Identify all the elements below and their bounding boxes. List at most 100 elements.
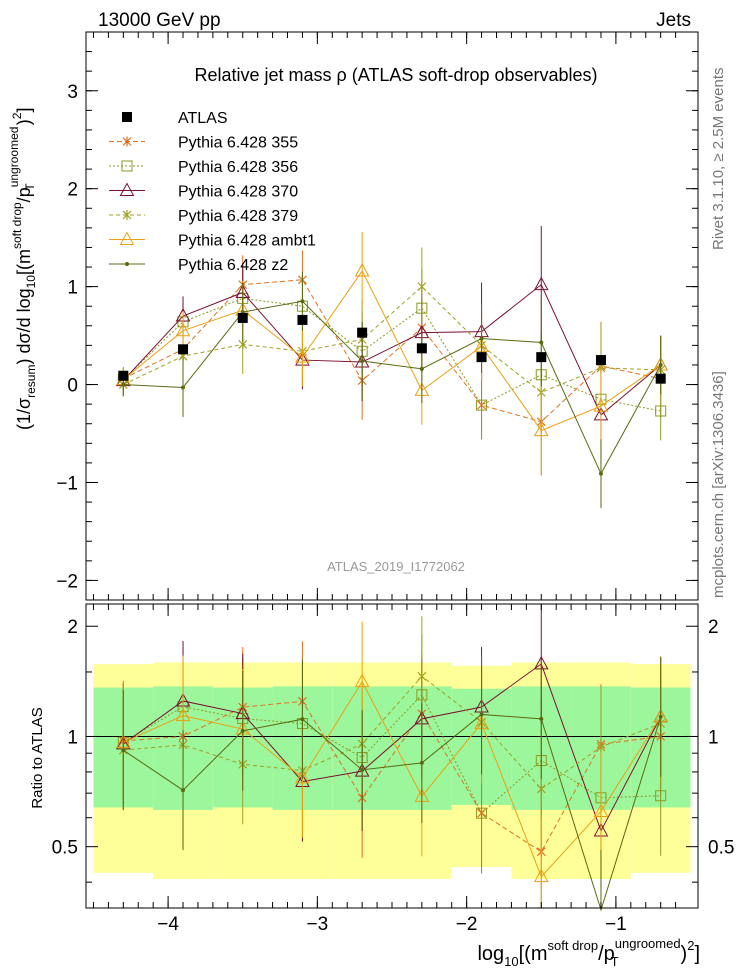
ratio-point xyxy=(479,712,484,717)
ratio-line xyxy=(123,713,662,912)
legend-item: Pythia 6.428 355 xyxy=(109,135,298,152)
series-point xyxy=(181,385,186,390)
data-point xyxy=(476,352,487,363)
series-point xyxy=(533,422,549,437)
y-tick-label: 2 xyxy=(67,180,78,201)
series-point xyxy=(658,362,663,367)
x-tick-label: −4 xyxy=(157,914,179,935)
ratio-line xyxy=(123,680,662,878)
ratio-point xyxy=(539,716,544,721)
series-point xyxy=(419,366,424,371)
ratio-point xyxy=(181,788,186,793)
legend-marker xyxy=(119,231,135,245)
ratio-tick-label: 1 xyxy=(67,727,78,748)
data-point xyxy=(655,373,666,384)
ratio-ylabel: Ratio to ATLAS xyxy=(29,707,46,808)
header-left: 13000 GeV pp xyxy=(98,10,221,31)
series-p355 xyxy=(118,250,666,476)
ratio-point xyxy=(658,714,663,719)
main-panel: Relative jet mass ρ (ATLAS soft-drop obs… xyxy=(56,31,699,601)
legend-marker xyxy=(122,136,132,147)
legend-item: Pythia 6.428 370 xyxy=(109,182,298,201)
data-point xyxy=(118,370,129,381)
series-point xyxy=(655,405,667,417)
ratio-point xyxy=(360,767,365,772)
x-axis-label: log10[(msoft drop/pungroomed T)2] xyxy=(477,936,700,969)
x-tick-label: −1 xyxy=(605,914,627,935)
legend-item: ATLAS xyxy=(122,110,228,127)
ratio-point xyxy=(536,783,546,794)
data-point xyxy=(237,312,248,323)
data-point xyxy=(595,355,606,366)
data-point xyxy=(536,352,547,363)
ratio-point xyxy=(417,671,427,682)
ratio-point xyxy=(240,728,245,733)
ratio-point xyxy=(533,868,549,883)
ratio-line xyxy=(123,663,662,833)
ratio-line xyxy=(123,675,661,790)
series-point xyxy=(175,322,191,337)
series-point xyxy=(360,359,365,364)
legend-marker xyxy=(121,160,133,172)
series-point xyxy=(593,398,609,412)
watermark: ATLAS_2019_I1772062 xyxy=(327,559,465,574)
legend-label: Pythia 6.428 379 xyxy=(178,208,298,225)
x-tick-label: −2 xyxy=(456,914,478,935)
legend: ATLAS Pythia 6.428 355 Pythia 6.428 356 Pyt… xyxy=(109,110,316,274)
ratio-point xyxy=(476,807,488,819)
series-p356 xyxy=(117,268,667,444)
legend-marker xyxy=(125,262,129,266)
y-tick-label: −2 xyxy=(56,571,78,592)
data-point xyxy=(357,327,368,338)
legend-marker xyxy=(122,210,132,220)
ratio-tick-label-right: 1 xyxy=(708,727,719,748)
series-line xyxy=(122,283,662,416)
ratio-tick-label-right: 2 xyxy=(708,617,719,638)
y-tick-label: 3 xyxy=(67,82,78,103)
legend-item: Pythia 6.428 356 xyxy=(109,159,298,176)
series-p379 xyxy=(118,247,666,432)
ratio-line xyxy=(123,693,661,814)
series-point xyxy=(476,399,488,411)
legend-label: Pythia 6.428 355 xyxy=(178,135,298,152)
series-z2 xyxy=(121,271,663,508)
y-tick-label: 1 xyxy=(67,278,78,299)
legend-label: Pythia 6.428 ambt1 xyxy=(178,233,316,250)
ratio-point xyxy=(593,803,609,817)
ratio-panel: 0.5 0.5 1 1 2 2 −4 −3 −2 −1 xyxy=(52,32,734,935)
main-title: Relative jet mass ρ (ATLAS soft-drop obs… xyxy=(194,65,597,85)
ratio-point xyxy=(300,717,305,722)
ratio-point xyxy=(655,790,667,802)
legend-marker xyxy=(119,182,135,196)
ratio-point xyxy=(596,741,606,752)
ratio-point xyxy=(295,769,310,784)
legend-item: Pythia 6.428 z2 xyxy=(109,257,288,274)
ratio-line xyxy=(123,700,661,853)
legend-label: Pythia 6.428 z2 xyxy=(178,257,288,274)
data-point xyxy=(416,343,427,354)
series-line xyxy=(123,285,661,393)
data-point xyxy=(178,344,189,355)
series-point xyxy=(295,349,310,363)
ratio-point xyxy=(175,707,191,722)
ratio-point xyxy=(121,748,126,753)
series-line xyxy=(123,300,662,475)
y-tick-label: 0 xyxy=(67,376,78,397)
series-line xyxy=(123,279,661,423)
header-right: Jets xyxy=(656,10,691,31)
series-point xyxy=(539,340,544,345)
legend-item: Pythia 6.428 379 xyxy=(109,208,298,225)
legend-label: Pythia 6.428 370 xyxy=(178,184,298,201)
ratio-point xyxy=(419,760,424,765)
ratio-point xyxy=(354,673,370,688)
series-point xyxy=(479,336,484,341)
series-atlas-data xyxy=(118,312,666,384)
side-label-top: Rivet 3.1.10, ≥ 2.5M events xyxy=(710,68,727,251)
series-point xyxy=(300,299,305,304)
side-label-bottom: mcplots.cern.ch [arXiv:1306.3436] xyxy=(710,371,727,598)
legend-item: Pythia 6.428 ambt1 xyxy=(109,231,316,250)
series-point xyxy=(121,382,126,387)
legend-label: ATLAS xyxy=(178,110,228,127)
series-point xyxy=(417,281,427,292)
